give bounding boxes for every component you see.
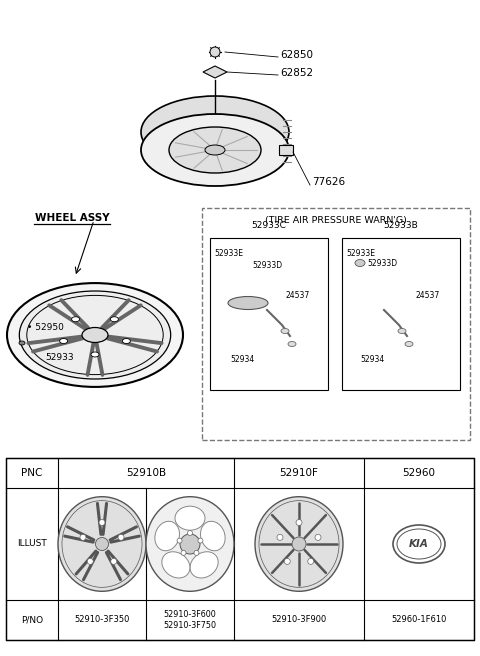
Ellipse shape — [177, 538, 182, 543]
Ellipse shape — [141, 114, 289, 186]
Ellipse shape — [205, 145, 225, 155]
Text: 52934: 52934 — [230, 356, 254, 365]
Ellipse shape — [201, 522, 225, 551]
Ellipse shape — [122, 338, 131, 344]
Ellipse shape — [7, 283, 183, 387]
Ellipse shape — [296, 520, 302, 525]
Ellipse shape — [141, 96, 289, 168]
Text: 77626: 77626 — [312, 177, 345, 187]
Text: 52910-3F900: 52910-3F900 — [271, 615, 326, 625]
Ellipse shape — [19, 341, 25, 345]
Ellipse shape — [96, 537, 108, 550]
Ellipse shape — [194, 550, 199, 556]
Ellipse shape — [58, 497, 146, 591]
Text: 52933: 52933 — [46, 352, 74, 361]
Text: 52910-3F350: 52910-3F350 — [74, 615, 130, 625]
Ellipse shape — [80, 535, 86, 541]
Ellipse shape — [188, 531, 192, 535]
Ellipse shape — [60, 338, 68, 344]
Ellipse shape — [146, 497, 234, 591]
Text: 52933D: 52933D — [252, 262, 282, 270]
Ellipse shape — [210, 47, 220, 57]
Ellipse shape — [19, 291, 171, 379]
Text: 52934: 52934 — [360, 356, 384, 365]
Ellipse shape — [72, 317, 80, 321]
Text: (TIRE AIR PRESSURE WARN'G): (TIRE AIR PRESSURE WARN'G) — [265, 216, 407, 226]
Ellipse shape — [284, 558, 290, 564]
Text: 52933E: 52933E — [214, 249, 243, 258]
Ellipse shape — [398, 329, 406, 333]
Ellipse shape — [118, 535, 124, 541]
Text: 52933B: 52933B — [384, 220, 419, 230]
Ellipse shape — [169, 127, 261, 173]
Text: 52910B: 52910B — [126, 468, 166, 478]
Text: ILLUST: ILLUST — [17, 539, 47, 548]
Ellipse shape — [87, 558, 93, 564]
Ellipse shape — [255, 497, 343, 591]
Ellipse shape — [175, 506, 205, 530]
Text: 52933D: 52933D — [367, 258, 397, 268]
Text: WHEEL ASSY: WHEEL ASSY — [35, 213, 109, 223]
Text: 62850: 62850 — [280, 50, 313, 60]
Ellipse shape — [281, 329, 289, 333]
Ellipse shape — [288, 342, 296, 346]
Ellipse shape — [99, 520, 105, 525]
Text: P/NO: P/NO — [21, 615, 43, 625]
Ellipse shape — [181, 550, 186, 556]
Ellipse shape — [155, 522, 180, 551]
Ellipse shape — [277, 535, 283, 541]
Text: 52910F: 52910F — [279, 468, 318, 478]
Text: 52910-3F600
52910-3F750: 52910-3F600 52910-3F750 — [164, 609, 216, 630]
Text: 24537: 24537 — [416, 291, 440, 300]
Ellipse shape — [292, 537, 306, 551]
Ellipse shape — [190, 552, 218, 578]
Ellipse shape — [198, 538, 203, 543]
Text: PNC: PNC — [21, 468, 43, 478]
Text: • 52950: • 52950 — [27, 323, 64, 331]
Text: 52933E: 52933E — [346, 249, 375, 258]
Ellipse shape — [355, 260, 365, 266]
Text: KIA: KIA — [409, 539, 429, 549]
Ellipse shape — [393, 525, 445, 563]
Polygon shape — [203, 66, 227, 78]
Ellipse shape — [82, 327, 108, 342]
Text: 52933C: 52933C — [252, 220, 287, 230]
Ellipse shape — [110, 317, 119, 321]
FancyBboxPatch shape — [279, 145, 293, 155]
Text: 62852: 62852 — [280, 68, 313, 78]
Ellipse shape — [308, 558, 314, 564]
Ellipse shape — [228, 297, 268, 310]
Ellipse shape — [180, 534, 200, 554]
Ellipse shape — [91, 352, 99, 357]
Ellipse shape — [405, 342, 413, 346]
Text: 52960-1F610: 52960-1F610 — [391, 615, 447, 625]
Text: 24537: 24537 — [286, 291, 310, 300]
Text: 52960: 52960 — [403, 468, 435, 478]
Ellipse shape — [111, 558, 117, 564]
Ellipse shape — [162, 552, 190, 578]
Ellipse shape — [315, 535, 321, 541]
